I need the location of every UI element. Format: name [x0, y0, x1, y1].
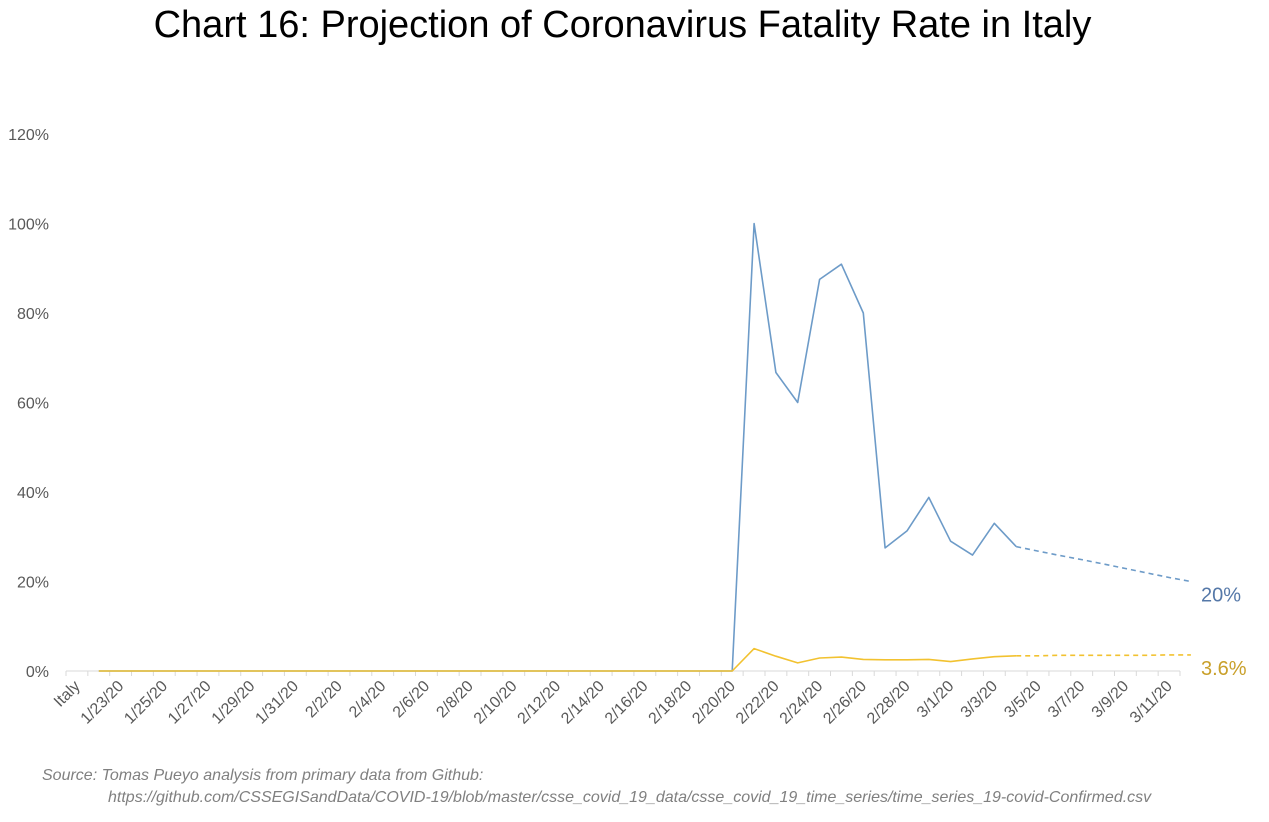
x-tick-label: 3/1/20 — [914, 678, 958, 722]
x-tick-label: 1/31/20 — [252, 678, 302, 728]
y-tick-label: 40% — [17, 485, 49, 502]
x-tick-label: 1/29/20 — [209, 678, 259, 728]
series-2-projection-line — [1016, 654, 1191, 657]
x-tick-label: 2/14/20 — [558, 678, 608, 728]
x-tick-label: 2/12/20 — [515, 678, 565, 728]
source-note: Source: Tomas Pueyo analysis from primar… — [42, 767, 484, 784]
series-2-end-label: 3.6% — [1201, 658, 1247, 680]
series-2-actual-line — [98, 647, 1017, 672]
source-url: https://github.com/CSSEGISandData/COVID-… — [108, 789, 1152, 806]
y-tick-label: 0% — [26, 664, 49, 681]
x-tick-label: 2/24/20 — [777, 678, 827, 728]
x-tick-label: 2/20/20 — [689, 678, 739, 728]
x-tick-label: 2/16/20 — [602, 678, 652, 728]
x-tick-label: 2/26/20 — [820, 678, 870, 728]
x-tick-label: 1/25/20 — [121, 678, 171, 728]
y-tick-label: 20% — [17, 575, 49, 592]
y-tick-label: 80% — [17, 306, 49, 323]
x-tick-label: 2/2/20 — [302, 678, 346, 722]
x-tick-label: 1/27/20 — [165, 678, 215, 728]
chart-title: Chart 16: Projection of Coronavirus Fata… — [153, 4, 1092, 46]
x-tick-label: 2/4/20 — [346, 678, 390, 722]
x-tick-label: 3/11/20 — [1127, 678, 1176, 727]
x-tick-label: 2/10/20 — [471, 678, 521, 728]
x-tick-label: 2/28/20 — [864, 678, 914, 728]
x-tick-label: 2/18/20 — [646, 678, 696, 728]
x-tick-label: Italy — [51, 678, 84, 711]
y-tick-label: 120% — [8, 127, 49, 144]
x-tick-label: 3/5/20 — [1001, 678, 1045, 722]
x-tick-label: 2/22/20 — [733, 678, 783, 728]
x-tick-label: 2/6/20 — [390, 678, 434, 722]
y-tick-label: 100% — [8, 217, 49, 234]
x-tick-label: 3/7/20 — [1045, 678, 1089, 722]
series-1-projection-line — [1016, 545, 1192, 583]
x-tick-label: 1/23/20 — [78, 678, 128, 728]
y-tick-label: 60% — [17, 396, 49, 413]
x-tick-label: 3/3/20 — [958, 678, 1002, 722]
series-1-end-label: 20% — [1201, 585, 1241, 607]
series-1-actual-line — [98, 222, 1017, 672]
